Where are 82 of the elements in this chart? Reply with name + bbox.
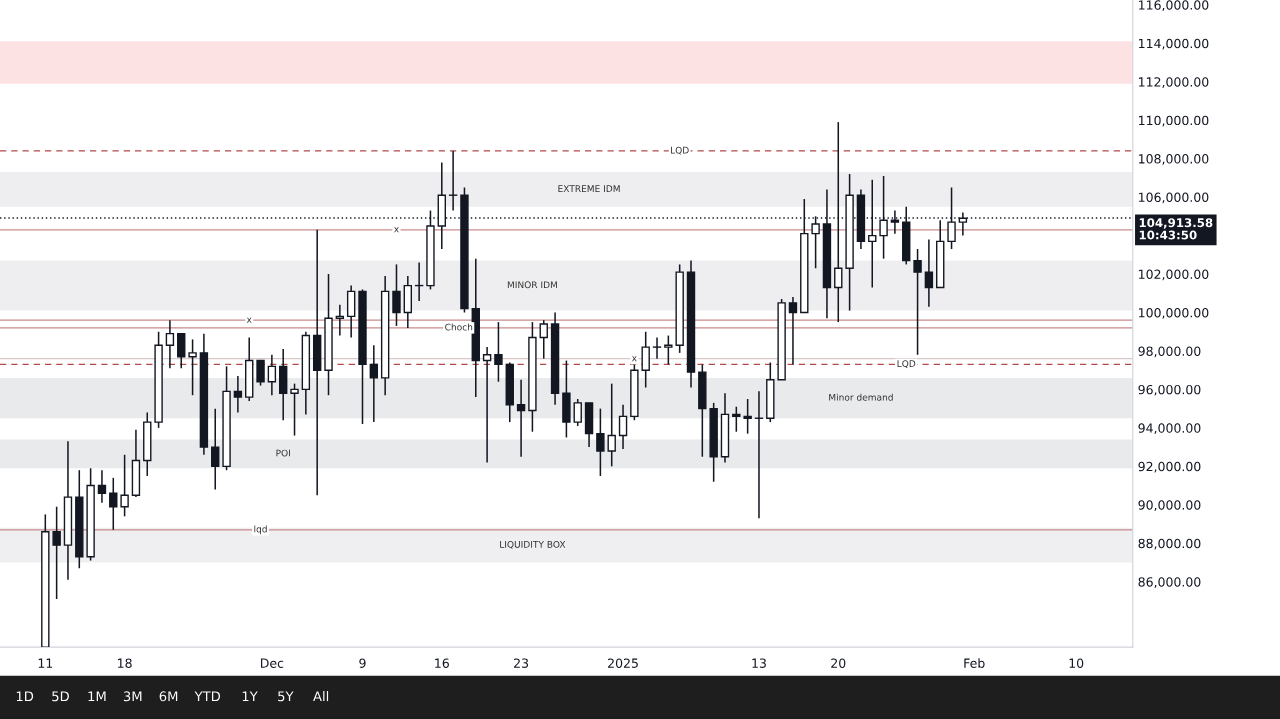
band-label: MINOR IDM bbox=[507, 281, 557, 289]
candlestick bbox=[913, 248, 922, 356]
text: All bbox=[313, 691, 329, 702]
x-tick-label: 10 bbox=[1069, 658, 1084, 668]
candlestick bbox=[641, 330, 650, 389]
text: YTD bbox=[194, 691, 221, 702]
x-tick-label: 13 bbox=[752, 658, 766, 668]
y-tick-label: 94,000.00 bbox=[1138, 423, 1201, 435]
x-tick-label: Dec bbox=[261, 658, 284, 668]
candlestick bbox=[652, 336, 662, 360]
candlestick bbox=[256, 359, 265, 387]
candlestick bbox=[335, 304, 345, 337]
text: 6M bbox=[159, 691, 178, 702]
candlestick bbox=[596, 407, 605, 477]
x-tick-label: 18 bbox=[118, 658, 132, 668]
ref-line-label: x bbox=[246, 317, 252, 323]
y-tick-label: 110,000.00 bbox=[1139, 115, 1209, 127]
ref-line-label: LQD bbox=[897, 360, 916, 369]
x-tick-label: 23 bbox=[514, 658, 529, 668]
candlestick bbox=[211, 407, 220, 491]
x-tick-label: 9 bbox=[359, 658, 366, 668]
candlestick bbox=[494, 321, 503, 383]
ref-line-label: LQD bbox=[671, 146, 689, 155]
candlestick bbox=[233, 375, 243, 414]
candlestick bbox=[607, 382, 616, 468]
candlestick bbox=[732, 405, 741, 433]
text: 1Y bbox=[242, 691, 258, 702]
y-tick-label: 96,000.00 bbox=[1138, 384, 1201, 396]
y-tick-label: 114,000.00 bbox=[1139, 38, 1209, 50]
band-label: LIQUIDITY BOX bbox=[500, 540, 566, 549]
x-tick-label: 20 bbox=[831, 658, 846, 668]
band-label: POI bbox=[276, 449, 290, 457]
candlestick bbox=[573, 398, 582, 427]
y-tick-label: 102,000.00 bbox=[1139, 269, 1209, 281]
candlestick bbox=[120, 454, 129, 518]
candlestick bbox=[177, 332, 186, 370]
text: 1D bbox=[16, 691, 34, 702]
y-tick-label: 92,000.00 bbox=[1138, 461, 1201, 473]
ref-line-label: x bbox=[631, 356, 637, 362]
candlestick bbox=[516, 379, 526, 458]
candlestick bbox=[369, 344, 379, 423]
y-tick-label: 98,000.00 bbox=[1138, 346, 1201, 358]
candlestick bbox=[109, 477, 118, 531]
candlestick bbox=[448, 150, 458, 212]
x-tick-label: 16 bbox=[435, 658, 449, 668]
candlestick bbox=[924, 238, 934, 308]
x-tick-label: 2025 bbox=[608, 658, 638, 668]
y-tick-label: 116,000.00 bbox=[1139, 0, 1209, 12]
ref-line-label: lqd bbox=[254, 525, 267, 535]
x-tick-label: Feb bbox=[964, 658, 985, 668]
y-tick-label: 108,000.00 bbox=[1139, 154, 1209, 165]
text: 5D bbox=[52, 691, 69, 702]
ref-line-label: Choch bbox=[445, 323, 473, 331]
text: 5Y bbox=[278, 691, 294, 702]
candlestick bbox=[618, 404, 628, 450]
text: 1M bbox=[88, 691, 106, 702]
candlestick bbox=[664, 334, 673, 366]
candlestick bbox=[267, 354, 277, 396]
candlestick bbox=[743, 398, 752, 435]
candlestick bbox=[52, 505, 61, 600]
band-label: EXTREME IDM bbox=[558, 185, 620, 192]
y-tick-label: 88,000.00 bbox=[1138, 538, 1201, 550]
candlestick bbox=[539, 319, 548, 360]
candlestick bbox=[392, 263, 401, 327]
y-tick-label: 100,000.00 bbox=[1139, 307, 1209, 319]
y-tick-label: 106,000.00 bbox=[1139, 192, 1209, 204]
x-tick-label: 11 bbox=[38, 658, 53, 668]
candlestick bbox=[290, 382, 299, 437]
ref-line-label: x bbox=[394, 227, 399, 233]
ref-line-label: 104,913.58 10:43:50 bbox=[1139, 218, 1213, 240]
candlestick bbox=[834, 121, 843, 323]
text: 3M bbox=[123, 691, 142, 702]
candlestick bbox=[97, 469, 107, 504]
candlestick bbox=[188, 338, 197, 396]
candlestick bbox=[788, 296, 798, 366]
y-tick-label: 86,000.00 bbox=[1138, 577, 1201, 588]
candlestick bbox=[482, 346, 492, 464]
band-label: Minor demand bbox=[829, 393, 893, 401]
candlestick bbox=[165, 319, 175, 370]
candlestick bbox=[868, 179, 877, 289]
y-tick-label: 90,000.00 bbox=[1138, 500, 1201, 511]
y-tick-label: 112,000.00 bbox=[1139, 77, 1209, 88]
